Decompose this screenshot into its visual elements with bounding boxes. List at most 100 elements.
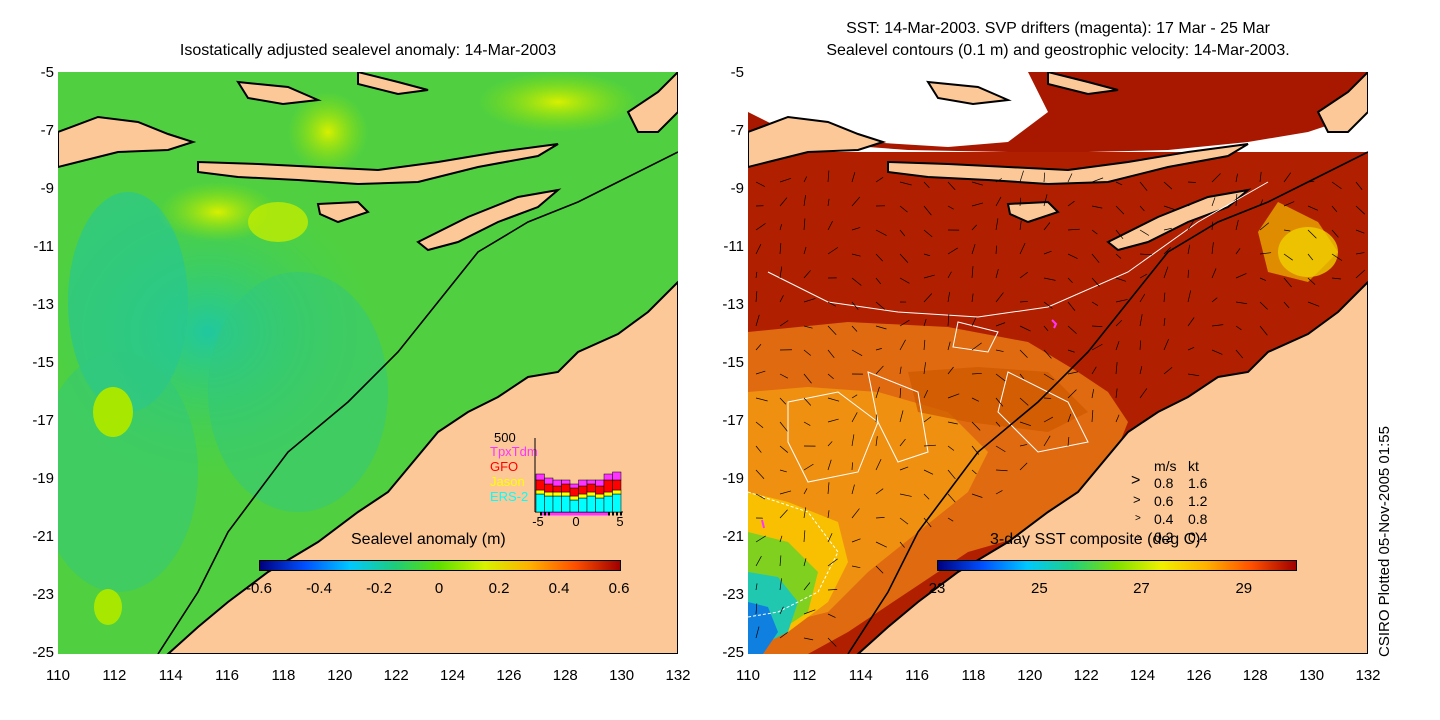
velocity-vector bbox=[779, 397, 787, 405]
velocity-vector bbox=[875, 365, 884, 375]
velocity-vector bbox=[827, 510, 830, 519]
velocity-vector bbox=[1043, 172, 1046, 183]
velocity-vector bbox=[827, 459, 832, 471]
left-y-tick: -5 bbox=[40, 64, 54, 81]
velocity-vector bbox=[971, 181, 983, 186]
velocity-vector bbox=[1331, 205, 1338, 213]
velocity-vector bbox=[1187, 244, 1191, 255]
velocity-vector bbox=[1067, 301, 1076, 311]
velocity-vector bbox=[1067, 413, 1072, 423]
histogram-bar bbox=[612, 479, 622, 491]
velocity-vector bbox=[1259, 325, 1268, 336]
velocity-vector bbox=[779, 578, 782, 591]
histogram-bar bbox=[569, 483, 579, 489]
velocity-vector bbox=[995, 490, 1003, 495]
velocity-vector bbox=[851, 172, 856, 183]
velocity-vector bbox=[1139, 229, 1150, 236]
histogram-bar bbox=[535, 473, 545, 481]
velocity-vector bbox=[1091, 388, 1095, 399]
histogram-bar bbox=[544, 477, 554, 485]
velocity-vector bbox=[779, 535, 783, 543]
velocity-vector bbox=[1235, 349, 1244, 359]
velocity-vector bbox=[923, 416, 932, 423]
velocity-vector bbox=[755, 223, 766, 231]
velocity-vector bbox=[1043, 250, 1052, 255]
velocity-vector bbox=[923, 181, 930, 188]
velocity-vector bbox=[1235, 273, 1247, 279]
velocity-vector bbox=[779, 632, 788, 639]
left-x-tick: 112 bbox=[102, 667, 127, 684]
left-map-panel[interactable] bbox=[58, 72, 678, 654]
left-x-tick: 130 bbox=[609, 667, 635, 684]
velocity-vector bbox=[803, 488, 808, 495]
velocity-vector bbox=[1067, 200, 1075, 207]
velocity-vector bbox=[1187, 347, 1195, 351]
shelf-contour bbox=[157, 151, 678, 654]
velocity-vector bbox=[1019, 325, 1031, 332]
velocity-vector bbox=[923, 293, 933, 303]
left-x-tick: 132 bbox=[665, 667, 691, 684]
right-x-tick: 124 bbox=[1130, 667, 1156, 684]
velocity-vector bbox=[1091, 205, 1103, 209]
velocity-arrow-icon: > bbox=[1131, 472, 1141, 489]
velocity-vector bbox=[947, 291, 951, 303]
velocity-vector bbox=[1355, 181, 1363, 190]
velocity-vector bbox=[1019, 462, 1028, 471]
velocity-vector bbox=[851, 538, 861, 543]
left-x-tick: 126 bbox=[496, 667, 522, 684]
velocity-vector bbox=[1139, 205, 1145, 212]
sealevel-contour bbox=[787, 391, 879, 483]
right-y-tick: -23 bbox=[722, 586, 744, 603]
velocity-vector bbox=[923, 229, 933, 238]
velocity-vector bbox=[755, 421, 764, 428]
north-islands-right bbox=[926, 72, 1368, 133]
velocity-vector bbox=[875, 386, 880, 399]
velocity-vector bbox=[1307, 253, 1314, 261]
velocity-vector bbox=[923, 469, 934, 475]
histogram-bar bbox=[569, 487, 579, 497]
velocity-vector bbox=[827, 558, 838, 567]
velocity-vector bbox=[851, 462, 853, 471]
left-x-tick: 110 bbox=[46, 667, 70, 684]
velocity-vector bbox=[995, 292, 1004, 303]
velocity-vector bbox=[755, 626, 760, 639]
velocity-vector bbox=[803, 530, 806, 543]
velocity-vector bbox=[923, 205, 932, 216]
velocity-vector bbox=[923, 517, 932, 528]
velocity-vector bbox=[1043, 435, 1051, 447]
histogram-bar bbox=[569, 495, 579, 501]
velocity-vector bbox=[851, 508, 860, 519]
velocity-vector bbox=[1187, 290, 1192, 303]
left-map-title: Isostatically adjusted sealevel anomaly:… bbox=[179, 42, 557, 59]
velocity-vector bbox=[1019, 197, 1022, 207]
velocity-vector bbox=[755, 370, 766, 375]
left-y-tick: -21 bbox=[32, 528, 54, 545]
right-x-tick: 132 bbox=[1355, 667, 1381, 684]
velocity-vector bbox=[971, 244, 976, 255]
velocity-vector bbox=[1043, 222, 1051, 231]
velocity-vector bbox=[827, 170, 830, 183]
velocity-vector bbox=[1163, 181, 1173, 190]
velocity-vector bbox=[1211, 268, 1217, 279]
velocity-vector bbox=[851, 565, 861, 569]
velocity-legend: m/s kt >0.8 1.6 >0.6 1.2 >0.4 0.8 >0.2 0.4 bbox=[1125, 458, 1235, 545]
velocity-vector bbox=[803, 463, 814, 471]
velocity-vector bbox=[875, 517, 885, 519]
velocity-vector bbox=[1115, 414, 1120, 423]
velocity-vector bbox=[1163, 205, 1176, 211]
velocity-vector bbox=[947, 469, 956, 480]
velocity-vector bbox=[899, 339, 906, 351]
java-island-right bbox=[748, 115, 887, 169]
velocity-vector bbox=[1235, 219, 1239, 231]
velocity-vector bbox=[923, 339, 926, 351]
velocity-vector bbox=[1139, 388, 1148, 399]
sumba-island bbox=[316, 200, 370, 224]
right-y-tick: -25 bbox=[722, 644, 744, 661]
velocity-vector bbox=[1115, 299, 1128, 303]
velocity-arrow-icon: > bbox=[1135, 513, 1141, 524]
velocity-vector bbox=[995, 469, 1008, 472]
histogram-bar bbox=[535, 489, 545, 495]
sealevel-contour bbox=[997, 371, 1089, 453]
velocity-vector bbox=[827, 637, 837, 647]
right-map-title-line1: SST: 14-Mar-2003. SVP drifters (magenta)… bbox=[846, 20, 1270, 37]
